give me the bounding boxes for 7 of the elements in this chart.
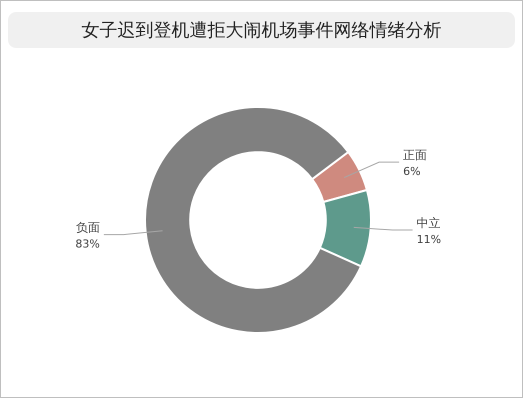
data-label: 11% bbox=[416, 233, 442, 246]
slice-label: 正面 bbox=[403, 148, 428, 162]
chart-title: 女子迟到登机遭拒大闹机场事件网络情绪分析 bbox=[82, 20, 442, 41]
slice-label: 中立 bbox=[416, 216, 441, 230]
data-label: 83% bbox=[75, 238, 100, 251]
data-label: 6% bbox=[403, 165, 421, 178]
slice-label: 负面 bbox=[76, 220, 100, 235]
